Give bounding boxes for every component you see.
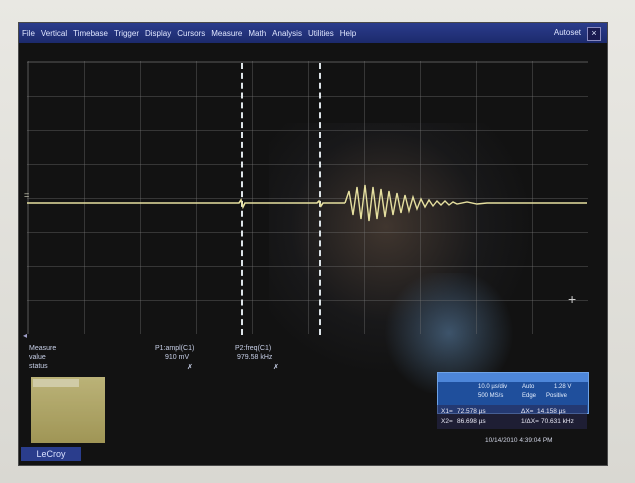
timestamp: 10/14/2010 4:39:04 PM (485, 437, 553, 444)
oscilloscope-screen: File Vertical Timebase Trigger Display C… (18, 22, 608, 466)
menu-help[interactable]: Help (339, 28, 357, 38)
cursor-x1-value: 72.578 µs (457, 408, 486, 415)
trigger-mode: Auto (522, 384, 535, 390)
menu-cursors[interactable]: Cursors (177, 28, 206, 38)
sample-rate: 500 MS/s (478, 393, 504, 399)
timebase-scale: 10.0 µs/div (478, 384, 508, 390)
menu-file[interactable]: File (22, 28, 35, 38)
p2-name[interactable]: P2:freq(C1) (235, 345, 272, 352)
cursor-inv-dx-value: 70.631 kHz (541, 418, 574, 425)
waveform-grid (27, 61, 588, 334)
screen-glare (269, 123, 529, 383)
measure-row-label: value (29, 354, 46, 361)
measure-panel: Measure value status P1:ampl(C1) 910 mV … (27, 341, 297, 383)
p2-value: 979.58 kHz (237, 354, 273, 361)
menu-bar: File Vertical Timebase Trigger Display C… (19, 23, 607, 43)
cursor-dx-value: 14.158 µs (537, 408, 566, 415)
channel-descriptor-box[interactable] (31, 377, 105, 443)
menu-math[interactable]: Math (248, 28, 267, 38)
close-icon[interactable]: × (587, 27, 601, 41)
cursor-x1[interactable] (241, 63, 243, 335)
measure-row-label: status (29, 363, 48, 370)
menu-utilities[interactable]: Utilities (307, 28, 334, 38)
menu-timebase[interactable]: Timebase (73, 28, 108, 38)
measure-row-label: Measure (29, 345, 57, 352)
measure-collapse-icon[interactable]: ◂ (23, 331, 28, 340)
waveform-trace-c1 (27, 184, 587, 222)
crosshair-icon[interactable]: + (568, 291, 577, 307)
p1-name[interactable]: P1:ampl(C1) (155, 345, 195, 352)
cursor-x2[interactable] (319, 63, 321, 335)
channel-1-ground-marker-icon[interactable]: = (24, 190, 30, 200)
menu-trigger[interactable]: Trigger (113, 28, 139, 38)
cursor-x2-value: 86.698 µs (457, 418, 486, 425)
menu-vertical[interactable]: Vertical (40, 28, 68, 38)
p1-status: ✗ (187, 364, 193, 371)
menu-measure[interactable]: Measure (211, 28, 243, 38)
trigger-slope: Positive (546, 393, 568, 399)
menu-analysis[interactable]: Analysis (272, 28, 302, 38)
lecroy-logo: LeCroy (21, 447, 81, 461)
p1-value: 910 mV (165, 354, 190, 361)
channel-tab (33, 379, 79, 387)
trigger-type: Edge (522, 393, 537, 399)
autoset-button[interactable]: Autoset (553, 28, 581, 37)
p2-status: ✗ (273, 364, 279, 371)
menu-display[interactable]: Display (145, 28, 172, 38)
timebase-panel-header (438, 373, 588, 382)
cursor-readout: X1= 72.578 µs ΔX= 14.158 µs X2= 86.698 µ… (437, 405, 587, 429)
trigger-level: 1.28 V (554, 384, 572, 390)
